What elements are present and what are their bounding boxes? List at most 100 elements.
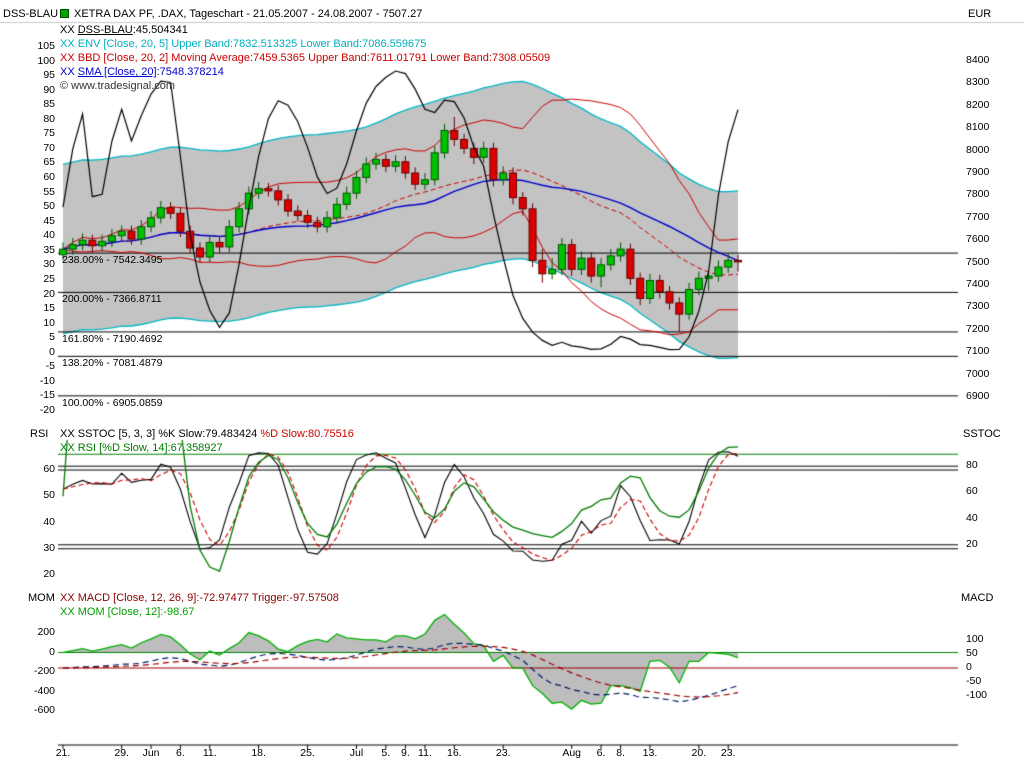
mom-left-axis-title: MOM (28, 592, 55, 604)
price-axis-label: 7900 (966, 166, 990, 178)
time-axis-label: 18. (251, 747, 266, 759)
indicator-legend-line[interactable]: © www.tradesignal.com (60, 80, 175, 93)
main-left-axis-label: -15 (39, 389, 55, 402)
rsi-axis-label: 50 (43, 489, 55, 502)
time-axis-label: 9. (401, 747, 410, 759)
time-axis-label: 21. (55, 747, 71, 759)
fib-level-label: 238.00% - 7542.3495 (62, 254, 163, 267)
rsi-right-axis-title: SSTOC (963, 428, 1001, 440)
main-right-axis-title: EUR (968, 8, 992, 20)
main-left-axis-label: -10 (39, 374, 55, 387)
indicator-legend-line[interactable]: XX MOM [Close, 12]:-98.67 (60, 606, 195, 619)
main-left-axis-label: 25 (43, 272, 55, 285)
main-left-axis-label: 60 (43, 171, 55, 184)
price-axis-label: 7000 (966, 367, 990, 380)
main-left-axis-label: -20 (39, 404, 55, 416)
macd-axis-label: -100 (966, 689, 988, 701)
time-axis-label: 23. (495, 747, 511, 759)
indicator-legend-line[interactable]: XX SSTOC [5, 3, 3] %K Slow:79.483424 %D … (60, 428, 354, 441)
main-left-axis-label: 45 (43, 214, 55, 227)
main-left-axis-label: 90 (43, 83, 55, 96)
indicator-legend-line[interactable]: XX BBD [Close, 20, 2] Moving Average:745… (60, 52, 550, 65)
mom-axis-label: -200 (33, 665, 55, 677)
mom-right-axis-title: MACD (961, 592, 994, 604)
time-axis-label: Aug (562, 747, 582, 759)
sstoc-axis-label: 80 (966, 459, 978, 472)
legend-segment: XX (60, 38, 78, 50)
instrument-icon (60, 9, 69, 18)
price-axis-label: 8200 (966, 98, 990, 111)
legend-segment: XX (60, 442, 78, 454)
price-axis-label: 7300 (966, 300, 990, 313)
main-left-axis-label: 10 (43, 316, 55, 329)
time-axis-label: 16. (446, 747, 462, 759)
indicator-legend-line[interactable]: XX DSS-BLAU:45.504341 (60, 24, 188, 37)
mom-axis-label: -400 (33, 684, 55, 697)
indicator-legend-line[interactable]: XX ENV [Close, 20, 5] Upper Band:7832.51… (60, 38, 426, 51)
price-axis-label: 7100 (966, 345, 990, 358)
time-axis-label: 5. (381, 747, 391, 759)
time-axis-label: 23. (720, 747, 736, 759)
main-left-axis-label: 70 (43, 141, 55, 154)
chart-title-text: XETRA DAX PF, .DAX, Tageschart - 21.05.2… (74, 8, 423, 20)
indicator-legend-line[interactable]: XX SMA [Close, 20]:7548.378214 (60, 66, 224, 79)
price-axis-label: 8000 (966, 143, 990, 156)
legend-segment: MACD [Close, 12, 26, 9]:-72.97477 Trigge… (77, 592, 339, 604)
time-axis-label: 13. (642, 747, 658, 759)
indicator-legend-line[interactable]: XX MACD [Close, 12, 26, 9]:-72.97477 Tri… (60, 592, 339, 605)
rsi-axis-label: 20 (43, 568, 55, 580)
time-axis-label: 11. (202, 747, 217, 759)
legend-segment: XX (60, 52, 78, 64)
rsi-axis-label: 30 (43, 541, 55, 554)
price-axis-label: 8300 (966, 76, 990, 89)
main-left-axis-label: 5 (49, 331, 55, 344)
price-axis-label: 6900 (966, 390, 990, 402)
fib-level-label: 100.00% - 6905.0859 (62, 396, 163, 409)
legend-segment: DSS-BLAU (77, 24, 133, 36)
time-axis-label: Jun (142, 747, 160, 759)
macd-axis-label: -50 (966, 675, 982, 687)
indicator-legend-line[interactable]: XX RSI [%D Slow, 14]:67.358927 (60, 442, 223, 455)
main-left-axis-label: 95 (43, 69, 55, 82)
price-axis-label: 7500 (966, 255, 990, 268)
time-axis-label: 11. (418, 747, 432, 759)
macd-axis-label: 50 (966, 647, 978, 659)
macd-axis-label: 0 (966, 661, 972, 673)
mom-axis-label: 0 (49, 645, 55, 658)
main-left-axis-label: 0 (49, 345, 55, 358)
fib-level-label: 161.80% - 7190.4692 (62, 332, 163, 345)
fib-level-label: 200.00% - 7366.8711 (62, 293, 162, 306)
legend-segment: XX (60, 24, 78, 36)
main-left-axis-label: 100 (37, 54, 55, 67)
legend-segment: BBD [Close, 20, 2] Moving Average:7459.5… (77, 52, 551, 64)
rsi-left-axis-title: RSI (30, 428, 49, 440)
price-axis-label: 7400 (966, 278, 990, 290)
main-left-axis-title: DSS-BLAU (3, 8, 59, 20)
time-axis-label: 6. (596, 747, 606, 759)
legend-segment: SSTOC [5, 3, 3] %K Slow:79.483424 (77, 428, 261, 440)
time-axis-label: 6. (176, 747, 185, 759)
price-axis-label: 7700 (966, 210, 990, 223)
legend-segment: XX (60, 428, 78, 440)
legend-segment: :45.504341 (132, 24, 188, 36)
legend-segment: MOM [Close, 12]:-98.67 (77, 606, 195, 618)
time-axis-label: 29. (114, 747, 129, 759)
main-left-axis-label: 30 (43, 258, 55, 271)
sstoc-axis-label: 40 (966, 511, 978, 524)
main-left-axis-label: 85 (43, 98, 55, 111)
mom-axis-label: -600 (33, 704, 55, 716)
legend-segment: %D Slow:80.75516 (260, 428, 354, 440)
mom-axis-label: 200 (37, 626, 55, 638)
macd-axis-label: 100 (966, 633, 984, 645)
